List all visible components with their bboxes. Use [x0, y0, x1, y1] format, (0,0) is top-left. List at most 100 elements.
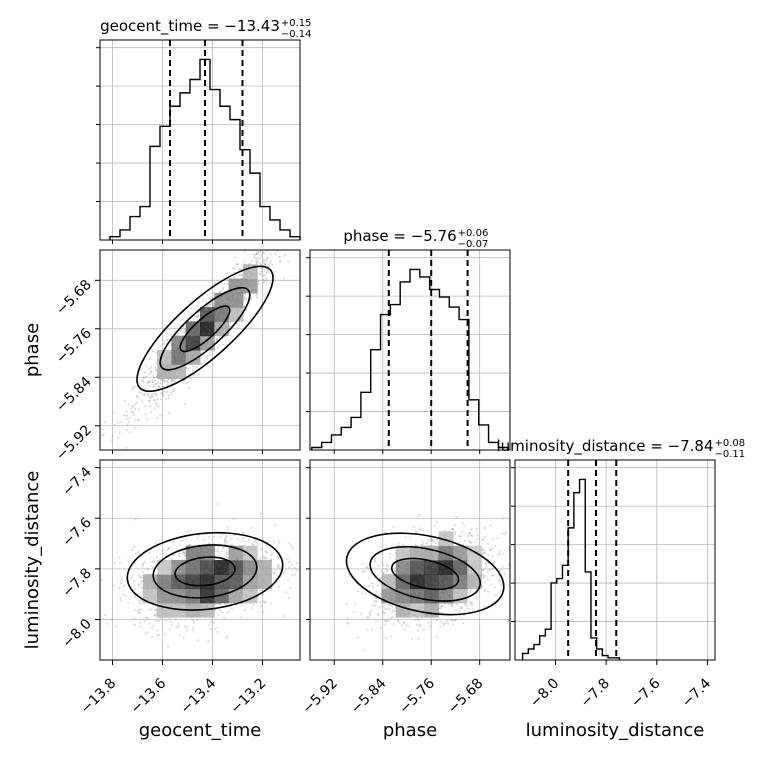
sample-point	[239, 616, 243, 619]
sample-point	[225, 637, 228, 640]
sample-point	[151, 380, 154, 383]
sample-point	[379, 583, 382, 586]
sample-point	[366, 628, 369, 631]
sample-point	[320, 577, 322, 579]
sample-point	[156, 398, 159, 401]
sample-point	[278, 255, 281, 258]
sample-point	[148, 395, 151, 398]
density-cell	[467, 574, 482, 590]
sample-point	[279, 261, 282, 264]
sample-point	[208, 354, 212, 357]
sample-point	[277, 556, 281, 559]
sample-point	[431, 538, 434, 542]
sample-point	[458, 610, 461, 613]
sample-point	[162, 390, 165, 393]
sample-point	[238, 268, 241, 271]
sample-point	[172, 390, 175, 393]
sample-point	[120, 599, 123, 602]
sample-point	[152, 374, 155, 377]
sample-point	[451, 623, 454, 626]
sample-point	[157, 385, 160, 388]
sample-point	[275, 246, 277, 248]
sample-point	[232, 266, 235, 269]
sample-point	[270, 558, 273, 561]
sample-point	[153, 608, 156, 612]
sample-point	[255, 294, 258, 297]
sample-point	[296, 561, 299, 565]
sample-point	[233, 276, 236, 279]
sample-point	[211, 301, 214, 304]
sample-point	[205, 355, 208, 359]
density-cell	[171, 350, 187, 365]
sample-point	[133, 386, 136, 389]
sample-point	[345, 602, 348, 605]
sample-point	[170, 623, 173, 627]
sample-point	[407, 625, 410, 628]
sample-point	[243, 298, 246, 301]
sample-point	[260, 247, 262, 249]
sample-point	[259, 601, 262, 604]
sample-point	[237, 538, 240, 541]
sample-point	[482, 569, 485, 572]
sample-point	[153, 383, 156, 386]
sample-point	[244, 296, 247, 299]
sample-point	[260, 255, 263, 258]
sample-point	[114, 625, 117, 628]
sample-point	[469, 542, 473, 545]
sample-point	[387, 620, 390, 623]
sample-point	[174, 618, 177, 621]
sample-point	[262, 610, 265, 613]
sample-point	[268, 536, 271, 539]
sample-point	[405, 623, 408, 626]
sample-point	[346, 622, 349, 625]
sample-point	[226, 525, 229, 528]
sample-point	[394, 609, 397, 613]
sample-point	[455, 515, 458, 518]
sample-point	[482, 549, 485, 552]
contour-level-1	[152, 544, 258, 599]
sample-point	[207, 639, 210, 642]
sample-point	[368, 576, 371, 580]
sample-point	[148, 399, 151, 402]
density-cell	[171, 574, 187, 590]
sample-point	[138, 621, 141, 624]
sample-point	[259, 272, 262, 275]
sample-point	[142, 378, 145, 381]
sample-point	[458, 534, 461, 538]
sample-point	[154, 399, 157, 402]
sample-point	[272, 571, 275, 575]
sample-point	[168, 546, 171, 549]
sample-point	[263, 263, 266, 266]
title-phase: phase = −5.76	[343, 227, 456, 245]
sample-point	[263, 557, 266, 560]
sample-point	[191, 628, 194, 632]
sample-point	[159, 414, 162, 417]
sample-point	[166, 549, 169, 552]
sample-point	[167, 547, 170, 550]
sample-point	[255, 261, 258, 264]
sample-point	[112, 584, 115, 587]
sample-point	[117, 436, 120, 439]
contour-level-2	[126, 531, 284, 611]
sample-point	[283, 245, 285, 247]
sample-point	[507, 563, 510, 566]
sample-point	[171, 378, 174, 382]
sample-point	[164, 619, 167, 622]
sample-point	[133, 595, 136, 599]
sample-point	[159, 398, 163, 401]
sample-point	[443, 529, 446, 532]
sample-point	[383, 611, 386, 615]
sample-point	[104, 421, 107, 424]
sample-point	[143, 620, 146, 623]
sample-point	[127, 420, 130, 423]
sample-point	[487, 578, 490, 581]
contour-level-2	[136, 265, 274, 393]
sample-point	[498, 580, 501, 583]
sample-point	[383, 605, 386, 608]
sample-point	[141, 562, 144, 565]
sample-point	[190, 377, 193, 380]
sample-point	[280, 236, 282, 238]
sample-point	[304, 565, 306, 567]
sample-point	[493, 586, 497, 589]
sample-point	[439, 625, 442, 628]
